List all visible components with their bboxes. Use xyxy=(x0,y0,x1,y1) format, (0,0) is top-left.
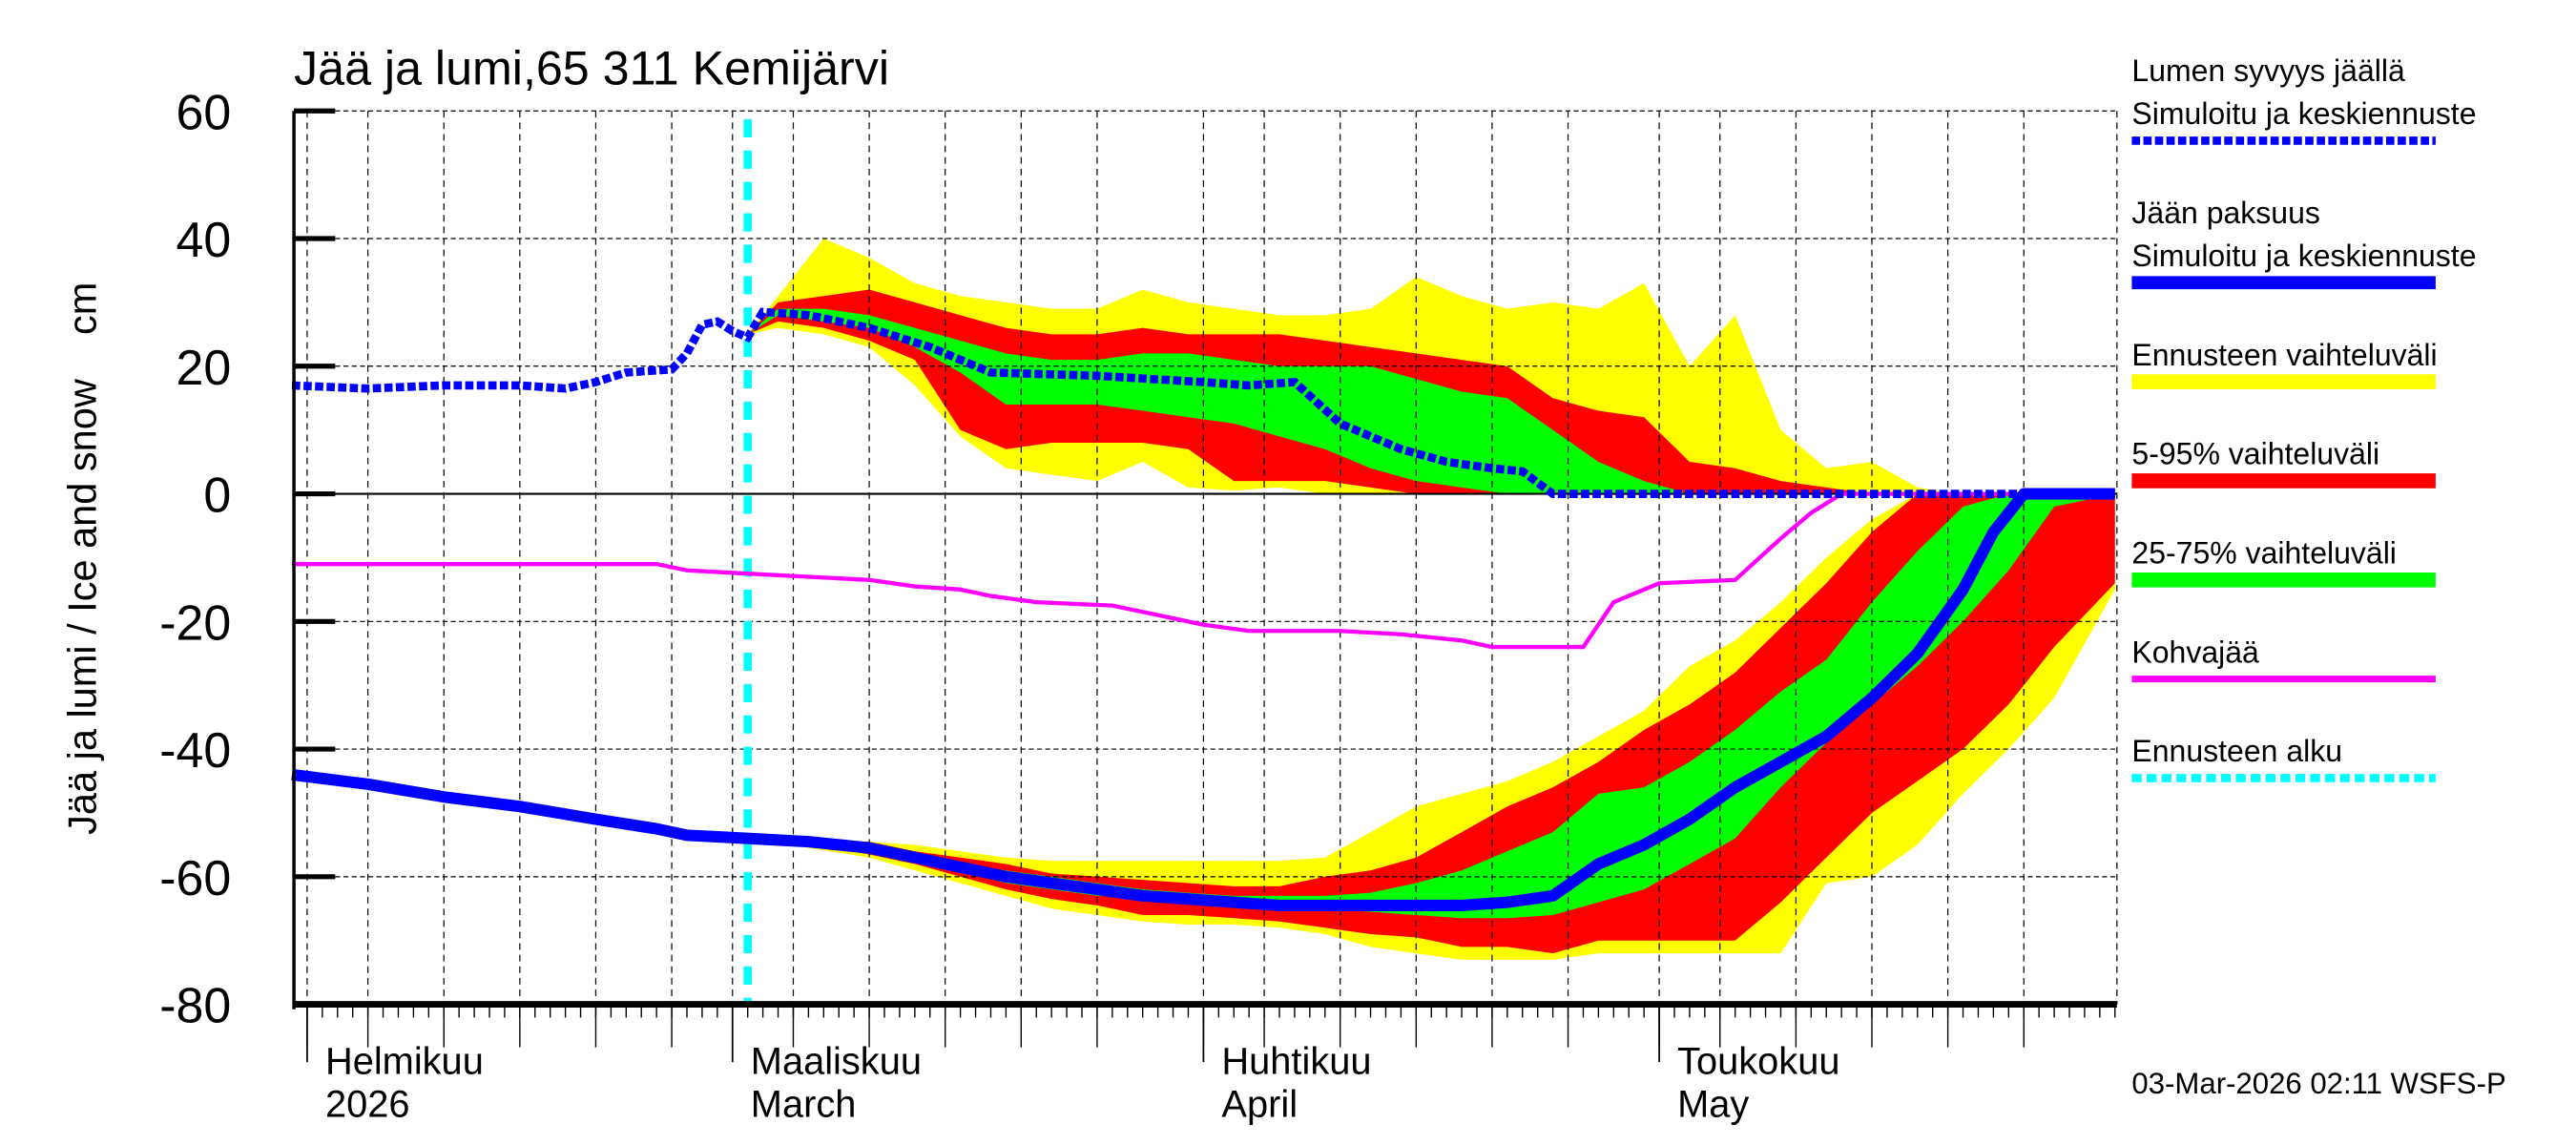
month-label-en: 2026 xyxy=(325,1083,410,1125)
month-label-en: April xyxy=(1221,1083,1298,1125)
legend-label: Kohvajää xyxy=(2131,635,2259,669)
snow-depth-median-line xyxy=(291,307,2115,498)
legend-label: Lumen syvyys jäällä xyxy=(2131,53,2405,88)
month-label-fi: Maaliskuu xyxy=(751,1040,922,1082)
month-label-en: March xyxy=(751,1083,857,1125)
lines-layer xyxy=(291,118,2115,1005)
ice-5-95-band xyxy=(747,493,2115,954)
ice-25-75-band xyxy=(747,493,2115,919)
month-label-fi: Toukokuu xyxy=(1677,1040,1839,1082)
y-tick-label: 40 xyxy=(177,213,232,268)
month-label-fi: Huhtikuu xyxy=(1221,1040,1371,1082)
y-tick-label: -60 xyxy=(159,851,231,906)
y-tick-label: -80 xyxy=(159,979,231,1034)
legend-label: Ennusteen alku xyxy=(2131,734,2342,768)
legend-label: Simuloitu ja keskiennuste xyxy=(2131,239,2476,273)
y-tick-label: 60 xyxy=(177,85,232,140)
legend-label: Simuloitu ja keskiennuste xyxy=(2131,96,2476,131)
chart-title: Jää ja lumi,65 311 Kemijärvi xyxy=(294,42,889,95)
legend-label: Jään paksuus xyxy=(2131,196,2319,230)
y-axis-label: Jää ja lumi / Ice and snow cm xyxy=(59,282,104,835)
legend-label: Ennusteen vaihteluväli xyxy=(2131,338,2437,372)
y-tick-label: 20 xyxy=(177,341,232,396)
y-tick-label: 0 xyxy=(203,468,231,524)
slush-ice-line xyxy=(292,491,2115,650)
snow-25-75-band xyxy=(747,308,2115,494)
legend-label: 25-75% vaihteluväli xyxy=(2131,535,2397,570)
month-label-en: May xyxy=(1677,1083,1749,1125)
y-tick-label: -40 xyxy=(159,723,231,779)
legend: Lumen syvyys jäällä Simuloitu ja keskienn… xyxy=(2131,53,2477,782)
y-tick-label: -20 xyxy=(159,595,231,651)
bands-layer xyxy=(747,239,2115,960)
ice-thickness-median-line xyxy=(291,488,2115,911)
legend-label: 5-95% vaihteluväli xyxy=(2131,437,2379,471)
timestamp-footer: 03-Mar-2026 02:11 WSFS-P xyxy=(2131,1067,2505,1100)
month-label-fi: Helmikuu xyxy=(325,1040,484,1082)
